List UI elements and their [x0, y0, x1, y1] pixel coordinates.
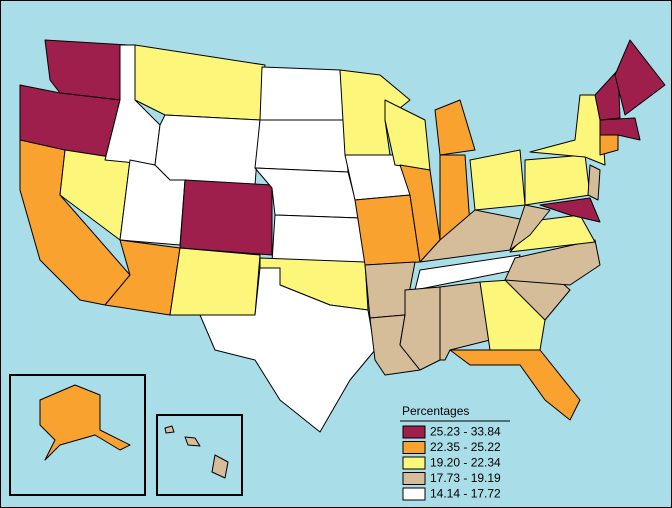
- state: [599, 117, 641, 141]
- state: [271, 214, 366, 266]
- inset-frame: [9, 374, 146, 496]
- state: [449, 349, 581, 421]
- legend-swatch: [402, 425, 426, 439]
- state: [259, 66, 346, 121]
- state: [469, 149, 526, 211]
- state: [179, 179, 273, 256]
- state: [509, 204, 551, 251]
- legend-label: 14.14 - 17.72: [430, 487, 501, 501]
- state: [254, 119, 349, 173]
- legend-swatch: [402, 456, 426, 470]
- legend-title: Percentages: [402, 404, 469, 418]
- legend-swatch: [402, 472, 426, 485]
- states: [9, 39, 666, 496]
- legend-swatch: [402, 487, 426, 501]
- state: [39, 384, 131, 461]
- state: [169, 247, 261, 316]
- state: [354, 194, 421, 266]
- state: [154, 114, 261, 186]
- legend-label: 17.73 - 19.19: [430, 471, 501, 485]
- state: [199, 267, 376, 433]
- legend-label: 25.23 - 33.84: [430, 425, 501, 439]
- inset-frame: [156, 414, 243, 496]
- state: [587, 164, 601, 201]
- legend-label: 19.20 - 22.34: [430, 456, 501, 470]
- state: [539, 197, 601, 223]
- state: [434, 99, 476, 156]
- legend-swatch: [402, 441, 426, 454]
- state: [211, 454, 229, 479]
- state: [614, 39, 666, 116]
- legend-label: 22.35 - 25.22: [430, 440, 501, 454]
- state: [104, 239, 181, 316]
- state: [594, 69, 621, 121]
- state: [164, 425, 175, 434]
- state: [184, 436, 201, 447]
